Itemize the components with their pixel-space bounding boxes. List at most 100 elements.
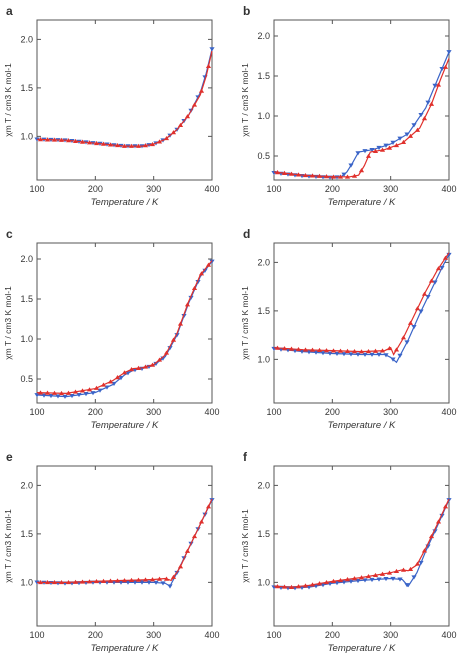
x-tick-label: 100 [29, 184, 44, 194]
series-blue [34, 47, 215, 149]
data-point [79, 579, 86, 584]
x-tick-label: 200 [88, 407, 103, 417]
data-point [170, 574, 177, 579]
x-tick-label: 300 [146, 407, 161, 417]
series-blue [271, 252, 452, 364]
panel-letter: f [243, 450, 248, 464]
x-tick-label: 300 [383, 407, 398, 417]
x-tick-label: 200 [325, 630, 340, 640]
data-point [37, 390, 44, 395]
data-point [58, 137, 65, 142]
series-blue [34, 259, 215, 399]
data-point [316, 347, 323, 353]
data-point [128, 367, 135, 372]
data-point [365, 153, 372, 158]
data-point [163, 576, 170, 581]
panel-a: a 100 200 300 400 1.0 1.5 2.0 Temperature / K χm … [3, 4, 220, 208]
y-tick-label: 0.5 [20, 374, 33, 384]
data-point [281, 346, 288, 351]
data-point [156, 357, 163, 362]
data-point [156, 139, 163, 144]
data-point [432, 280, 438, 285]
data-point [442, 255, 449, 260]
data-point [149, 362, 156, 367]
data-point [86, 579, 93, 584]
data-point [435, 82, 442, 87]
series-line [36, 48, 213, 147]
data-point [365, 348, 372, 354]
data-point [362, 352, 368, 357]
data-point [397, 136, 403, 141]
x-axis-label: Temperature / K [328, 643, 396, 654]
data-point [379, 348, 386, 353]
data-point [390, 576, 396, 582]
y-axis-label: χm T / cm3 K mol-1 [240, 63, 250, 137]
data-point [51, 580, 58, 585]
data-point [86, 387, 93, 392]
data-point [167, 346, 173, 351]
series-red [36, 260, 213, 396]
data-point [365, 574, 372, 579]
data-point [167, 584, 173, 589]
panel-d: d 100 200 300 400 1.0 1.5 2.0 Temperature / K χm … [240, 227, 457, 431]
data-point [309, 347, 316, 352]
data-point [330, 348, 337, 353]
data-point [369, 352, 375, 357]
data-point [149, 141, 156, 147]
data-point [390, 140, 396, 145]
data-point [414, 127, 421, 132]
data-point [295, 347, 302, 352]
data-point [83, 392, 89, 397]
x-tick-label: 200 [88, 184, 103, 194]
data-point [198, 271, 205, 276]
data-point [135, 577, 142, 582]
data-point [411, 123, 417, 128]
data-point [439, 265, 445, 271]
y-axis-label: χm T / cm3 K mol-1 [240, 286, 250, 360]
data-point [177, 321, 184, 326]
series-line [36, 499, 213, 588]
data-point [174, 333, 180, 338]
data-point [337, 577, 344, 583]
data-point [118, 376, 124, 381]
data-point [149, 577, 156, 582]
data-point [376, 145, 382, 151]
plot-frame [273, 242, 450, 404]
y-tick-label: 0.5 [257, 151, 270, 161]
data-point [400, 335, 407, 340]
x-tick-label: 400 [204, 184, 219, 194]
data-point [341, 352, 347, 357]
series-red [36, 50, 213, 148]
data-point [411, 325, 417, 330]
data-point [44, 137, 51, 142]
data-point [86, 140, 93, 145]
data-point [302, 347, 309, 352]
x-tick-label: 400 [441, 184, 456, 194]
panel-letter: b [243, 4, 250, 18]
data-point [372, 348, 379, 353]
data-point [170, 130, 177, 135]
plot-frame [36, 242, 213, 404]
data-point [142, 577, 149, 582]
data-point [142, 143, 149, 148]
data-point [428, 278, 435, 283]
y-tick-label: 1.0 [257, 577, 270, 587]
y-tick-label: 1.5 [20, 529, 33, 539]
plot-frame [273, 465, 450, 627]
data-point [128, 143, 135, 148]
data-point [323, 174, 330, 179]
data-point [90, 391, 96, 396]
data-point [393, 142, 400, 148]
data-point [93, 385, 100, 390]
data-point [72, 389, 79, 394]
x-tick-label: 200 [325, 407, 340, 417]
data-point [358, 575, 365, 580]
x-tick-label: 100 [266, 407, 281, 417]
series-line [273, 58, 450, 178]
data-point [48, 393, 54, 399]
data-point [202, 268, 208, 273]
series-line [273, 254, 450, 364]
data-point [341, 580, 347, 585]
data-point [121, 578, 128, 583]
data-point [76, 393, 82, 398]
